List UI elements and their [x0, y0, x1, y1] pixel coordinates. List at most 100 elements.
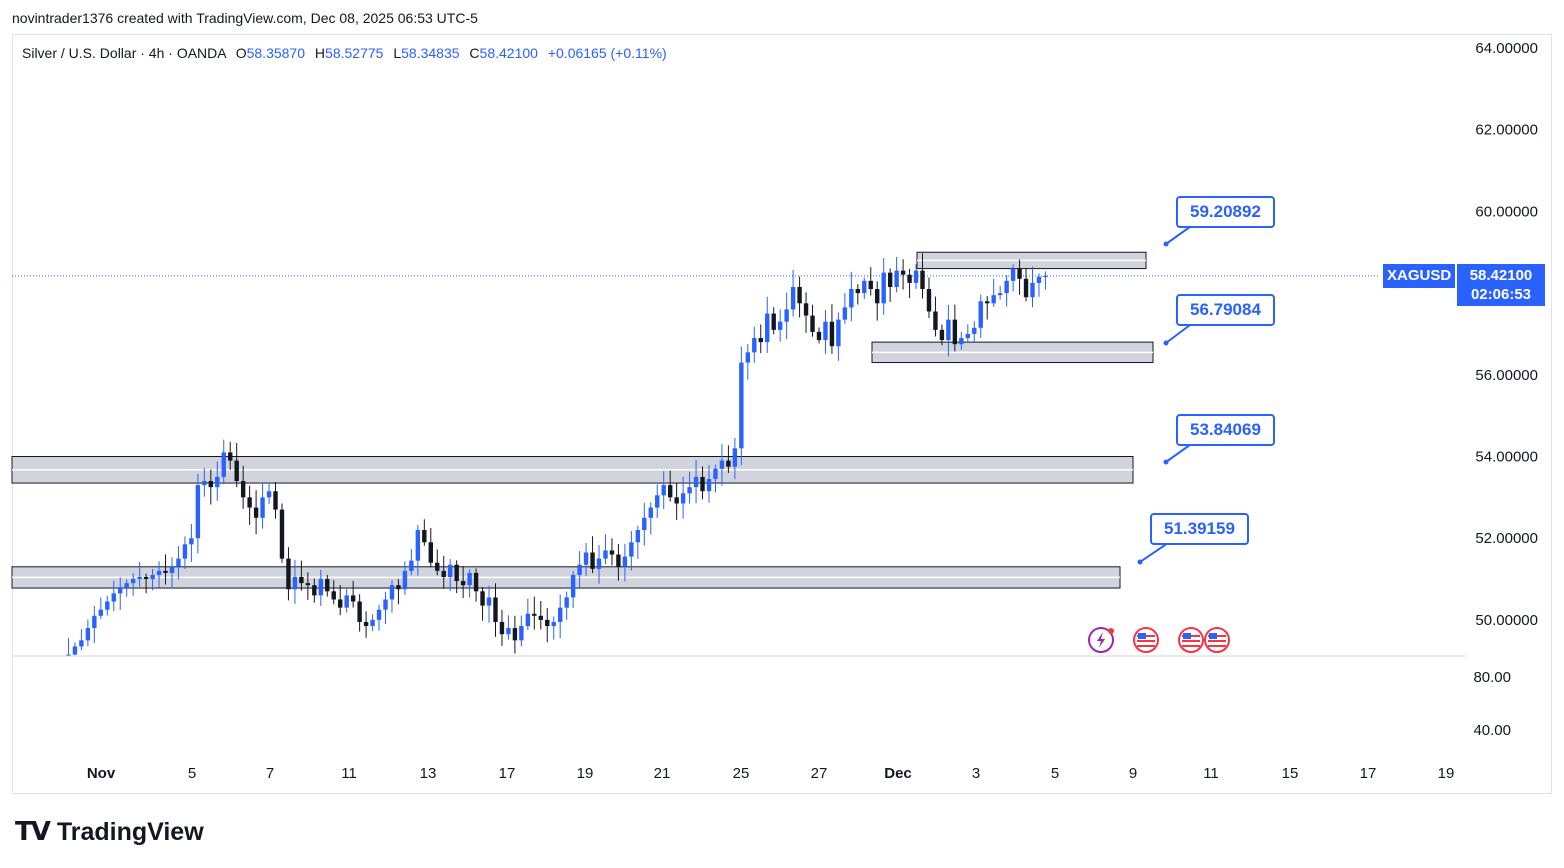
up-candle: [991, 278, 996, 307]
candle-body: [972, 327, 977, 334]
price-callout[interactable]: 51.39159: [1150, 513, 1249, 545]
candle-body: [512, 628, 518, 641]
callout-anchor-dot: [1137, 559, 1143, 565]
candle-body: [655, 495, 660, 508]
down-candle: [396, 579, 401, 605]
candle-body: [635, 530, 641, 543]
candle-body: [92, 615, 97, 629]
up-candle: [557, 594, 563, 639]
down-candle: [208, 469, 214, 505]
candle-body: [642, 517, 647, 531]
candle-body: [344, 595, 349, 608]
price-callout[interactable]: 59.20892: [1176, 196, 1275, 228]
last-price: 58.42100: [1469, 267, 1533, 284]
candle-body: [907, 274, 912, 283]
up-candle: [680, 476, 686, 519]
candle-body: [758, 338, 763, 343]
ohlc-legend: Silver / U.S. Dollar · 4h · OANDA O58.35…: [22, 45, 667, 61]
up-candle: [105, 595, 110, 616]
time-axis-label: 25: [733, 765, 750, 782]
time-axis-label: 5: [188, 765, 196, 782]
up-candle: [79, 629, 84, 651]
up-candle: [1030, 266, 1035, 308]
event-icons: [1088, 627, 1230, 653]
time-axis-label: 15: [1282, 765, 1299, 782]
up-candle: [978, 294, 983, 338]
us-flag-event-icon[interactable]: [1204, 627, 1230, 653]
up-candle: [570, 571, 576, 609]
candle-body: [499, 621, 505, 635]
down-candle: [441, 555, 446, 589]
up-candle: [66, 638, 71, 656]
candle-body: [1004, 280, 1009, 294]
price-box: 58.42100 02:06:53: [1457, 264, 1545, 306]
tradingview-logo[interactable]: TV TradingView: [15, 817, 204, 847]
price-callout[interactable]: 56.79084: [1176, 294, 1275, 326]
down-candle: [590, 536, 595, 574]
us-flag-event-icon[interactable]: [1133, 627, 1159, 653]
open-value: 58.35870: [246, 45, 306, 61]
candle-body: [583, 552, 589, 565]
candle-body: [176, 558, 181, 567]
down-candle: [868, 267, 873, 296]
candle-body: [939, 329, 945, 341]
candle-body: [667, 485, 673, 498]
down-candle: [816, 327, 822, 344]
price-callout[interactable]: 53.84069: [1176, 414, 1275, 446]
up-candle: [655, 484, 660, 519]
candle-body: [363, 621, 369, 627]
price-axis-label: 60.00000: [1475, 203, 1538, 220]
down-candle: [247, 485, 252, 525]
up-candle: [292, 559, 298, 604]
up-candle: [156, 561, 162, 588]
candle-body: [596, 558, 602, 569]
us-flag-event-icon[interactable]: [1178, 627, 1204, 653]
candle-body: [422, 530, 427, 543]
up-candle: [752, 326, 757, 363]
candle-body: [428, 542, 433, 563]
candle-body: [829, 321, 835, 347]
down-candle: [900, 259, 906, 290]
down-candle: [907, 268, 912, 298]
close-label: C: [469, 45, 480, 61]
candle-body: [156, 570, 162, 575]
down-candle: [357, 594, 362, 632]
up-candle: [836, 312, 841, 361]
candle-body: [234, 460, 239, 482]
candle-body: [143, 577, 149, 580]
down-candle: [985, 296, 990, 320]
candle-body: [875, 289, 880, 304]
candle-body: [894, 270, 899, 287]
candle-body: [163, 570, 168, 573]
candle-body: [195, 485, 201, 539]
change-value: +0.06165 (+0.11%): [547, 45, 667, 61]
down-candle: [228, 441, 233, 470]
candle-body: [493, 597, 498, 622]
down-candle: [933, 296, 938, 337]
chart-caption: novintrader1376 created with TradingView…: [12, 10, 478, 26]
up-candle: [713, 464, 718, 493]
candle-body: [952, 319, 958, 345]
down-candle: [939, 324, 945, 346]
chart-frame[interactable]: [12, 34, 1552, 794]
close-value: 58.42100: [479, 45, 538, 61]
low-label: L: [393, 45, 402, 61]
candle-body: [545, 619, 550, 627]
candle-body: [680, 493, 686, 504]
time-axis-label: 21: [654, 765, 671, 782]
candle-body: [182, 544, 188, 559]
up-candle: [790, 269, 796, 317]
candle-body: [318, 579, 323, 596]
candle-body: [221, 452, 226, 477]
candle-body: [1043, 275, 1048, 278]
up-candle: [467, 569, 472, 598]
flash-event-icon[interactable]: [1088, 627, 1114, 653]
callout-anchor-dot: [1163, 459, 1169, 465]
price-axis-label: 64.00000: [1475, 40, 1538, 57]
down-candle: [286, 547, 291, 601]
up-candle: [370, 614, 375, 632]
candle-body: [836, 319, 841, 347]
up-candle: [72, 642, 78, 655]
candle-body: [460, 581, 466, 586]
